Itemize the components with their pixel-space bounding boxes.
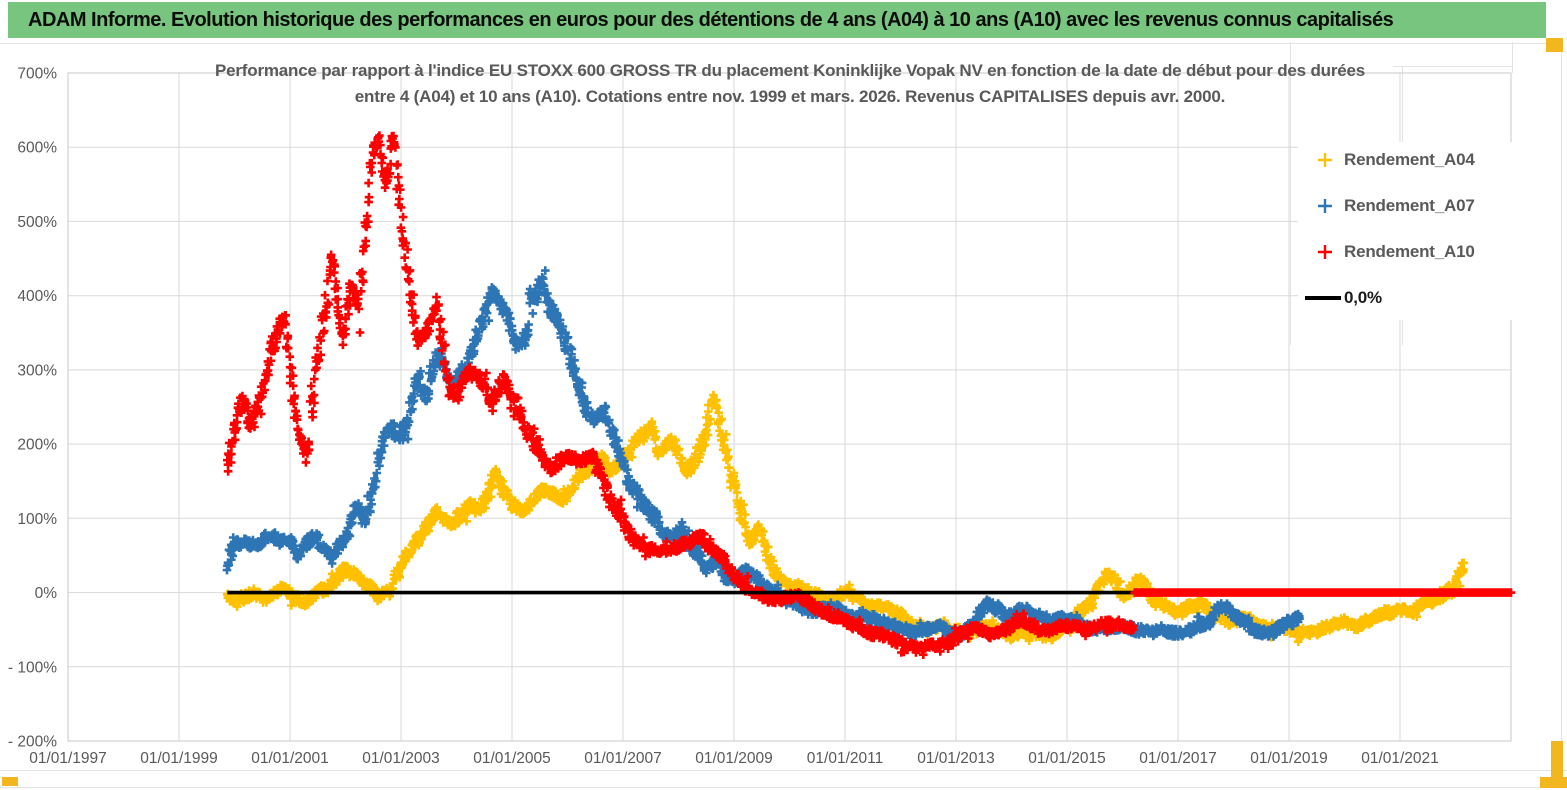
y-tick-label: 0% bbox=[35, 585, 58, 602]
x-tick-label: 01/01/2001 bbox=[251, 750, 329, 767]
report-title: ADAM Informe. Evolution historique des p… bbox=[28, 8, 1394, 31]
chart-legend: Rendement_A04 Rendement_A07 Rendement_A1… bbox=[1298, 142, 1512, 320]
plus-marker-icon bbox=[1318, 245, 1332, 259]
y-tick-label: 700% bbox=[17, 66, 57, 83]
y-tick-label: - 200% bbox=[8, 734, 57, 751]
x-tick-label: 01/01/2015 bbox=[1028, 750, 1106, 767]
x-axis-labels: 01/01/1997 01/01/1999 01/01/2001 01/01/2003… bbox=[29, 750, 1439, 767]
x-tick-label: 01/01/1999 bbox=[140, 750, 218, 767]
report-header-bar: ADAM Informe. Evolution historique des p… bbox=[8, 2, 1546, 38]
y-tick-label: 300% bbox=[17, 362, 57, 379]
x-tick-label: 01/01/2009 bbox=[695, 750, 773, 767]
x-tick-label: 01/01/2013 bbox=[917, 750, 995, 767]
chart-title-line2: entre 4 (A04) et 10 ans (A10). Cotations… bbox=[354, 87, 1226, 106]
y-tick-label: 500% bbox=[17, 214, 57, 231]
legend-item-zero-line: 0,0% bbox=[1298, 284, 1512, 312]
legend-label: Rendement_A07 bbox=[1344, 196, 1475, 215]
plus-marker-icon bbox=[1318, 199, 1332, 213]
x-tick-label: 01/01/2019 bbox=[1250, 750, 1328, 767]
legend-label: 0,0% bbox=[1344, 288, 1382, 307]
x-tick-label: 01/01/2011 bbox=[807, 750, 883, 767]
gold-frame-accent-bottom-right bbox=[1540, 777, 1567, 788]
line-marker-icon bbox=[1305, 296, 1341, 300]
legend-item-rendement-a04: Rendement_A04 bbox=[1298, 146, 1512, 174]
gold-frame-accent-top-right bbox=[1546, 38, 1563, 52]
x-tick-label: 01/01/2003 bbox=[362, 750, 440, 767]
y-tick-label: 100% bbox=[17, 511, 57, 528]
chart-title: Performance par rapport à l'indice EU ST… bbox=[90, 58, 1490, 110]
y-tick-label: 400% bbox=[17, 288, 57, 305]
y-axis-labels: 700% 600% 500% 400% 300% 200% 100% 0% - 100% - 20… bbox=[8, 66, 57, 751]
x-tick-label: 01/01/1997 bbox=[29, 750, 107, 767]
y-tick-label: 200% bbox=[17, 437, 57, 454]
y-tick-label: 600% bbox=[17, 140, 57, 157]
x-tick-label: 01/01/2007 bbox=[584, 750, 662, 767]
x-tick-label: 01/01/2017 bbox=[1139, 750, 1217, 767]
x-tick-label: 01/01/2021 bbox=[1361, 750, 1439, 767]
gold-frame-accent-bottom-left bbox=[2, 777, 18, 786]
legend-label: Rendement_A10 bbox=[1344, 242, 1475, 261]
y-tick-label: - 100% bbox=[8, 659, 57, 676]
a10-flat-zero-points bbox=[1130, 588, 1516, 597]
series-points-rendement_a10 bbox=[223, 131, 1138, 659]
gold-frame-accent-bottom-right bbox=[1551, 741, 1563, 787]
legend-item-rendement-a10: Rendement_A10 bbox=[1298, 238, 1512, 266]
chart-title-line1: Performance par rapport à l'indice EU ST… bbox=[214, 61, 1366, 80]
legend-label: Rendement_A04 bbox=[1344, 150, 1475, 169]
legend-item-rendement-a07: Rendement_A07 bbox=[1298, 192, 1512, 220]
x-tick-label: 01/01/2005 bbox=[473, 750, 551, 767]
plus-marker-icon bbox=[1318, 153, 1332, 167]
plot-border bbox=[67, 72, 1512, 742]
